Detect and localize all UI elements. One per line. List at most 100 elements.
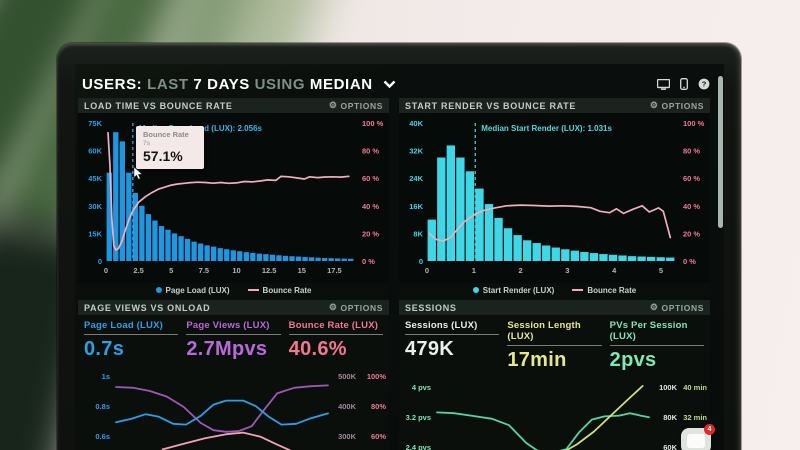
panel-page-views: PAGE VIEWS VS ONLOAD ⚙ OPTIONS Page Load… (78, 300, 389, 450)
load-time-chart[interactable]: 75K 60K 45K 30K 15K 0 100 % 80 % 60 % 40 % 20 % 0 %… (78, 113, 389, 283)
svg-text:4 pvs: 4 pvs (412, 383, 431, 392)
line-legend-swatch (572, 289, 584, 291)
mobile-icon[interactable] (677, 78, 690, 90)
panels-grid: LOAD TIME VS BOUNCE RATE ⚙ OPTIONS 75K 60… (78, 98, 710, 450)
bar-legend-dot (472, 287, 479, 293)
svg-text:20 %: 20 % (362, 229, 379, 238)
last-label: LAST (147, 75, 189, 93)
svg-text:32K: 32K (409, 147, 423, 156)
start-render-chart[interactable]: 40K 32K 24K 16K 8K 0 100 % 80 % 60 % 40 % 20 % 0 % 0… (399, 113, 710, 283)
svg-text:60K: 60K (88, 147, 102, 156)
svg-text:5: 5 (659, 266, 663, 275)
svg-text:80 %: 80 % (683, 147, 700, 156)
svg-text:2: 2 (518, 266, 522, 275)
svg-text:0 %: 0 % (362, 257, 375, 266)
svg-text:5: 5 (169, 266, 173, 275)
svg-text:0 %: 0 % (683, 257, 696, 266)
svg-text:15: 15 (298, 266, 306, 275)
svg-text:12.5: 12.5 (262, 266, 277, 275)
svg-text:Median Start Render (LUX): 1.0: Median Start Render (LUX): 1.031s (481, 124, 612, 133)
monitor-icon[interactable] (657, 78, 670, 90)
svg-text:2.5: 2.5 (133, 266, 143, 275)
options-button[interactable]: ⚙ OPTIONS (649, 100, 704, 111)
panel-title: PAGE VIEWS VS ONLOAD (84, 302, 211, 313)
svg-text:75K: 75K (88, 119, 102, 128)
svg-text:45K: 45K (88, 174, 102, 183)
svg-text:80 %: 80 % (362, 147, 379, 156)
svg-text:60 %: 60 % (362, 174, 379, 183)
svg-text:100 %: 100 % (683, 119, 705, 128)
chat-widget[interactable]: 4 (681, 424, 715, 450)
metric-pvs-per-session: PVs Per Session (LUX) 2pvs (609, 320, 704, 372)
notification-badge: 4 (704, 424, 715, 435)
chevron-down-icon[interactable] (383, 80, 396, 89)
mouse-cursor-icon (133, 167, 143, 180)
metric-session-length: Session Length (LUX) 17min (507, 320, 602, 372)
svg-text:80K: 80K (663, 413, 677, 422)
svg-text:400K: 400K (338, 402, 357, 411)
svg-text:20 %: 20 % (683, 229, 700, 238)
svg-text:0.8s: 0.8s (95, 402, 110, 411)
panel-title: SESSIONS (405, 302, 457, 313)
help-icon[interactable]: ? (697, 78, 710, 90)
svg-text:60 %: 60 % (683, 174, 700, 183)
panel-start-render: START RENDER VS BOUNCE RATE ⚙ OPTIONS 40… (399, 98, 710, 297)
svg-text:0: 0 (419, 257, 423, 266)
svg-text:3.2 pvs: 3.2 pvs (406, 413, 431, 422)
svg-text:?: ? (701, 80, 706, 89)
svg-text:60K: 60K (663, 443, 677, 450)
metric-page-load: Page Load (LUX) 0.7s (84, 320, 179, 361)
sessions-sparkline[interactable]: 4 pvs 3.2 pvs 2.4 pvs 100K 40 min 80K 32 min 60… (399, 374, 710, 450)
svg-text:40 %: 40 % (362, 202, 379, 211)
load-time-legend: Page Load (LUX) Bounce Rate (78, 283, 389, 297)
panel-load-time: LOAD TIME VS BOUNCE RATE ⚙ OPTIONS 75K 60… (78, 98, 389, 297)
gear-icon: ⚙ (649, 100, 659, 110)
options-button[interactable]: ⚙ OPTIONS (649, 302, 704, 313)
dashboard-header: USERS: LAST 7 DAYS USING MEDIAN ? (82, 72, 710, 96)
svg-text:1s: 1s (102, 372, 110, 381)
svg-text:30K: 30K (88, 202, 102, 211)
svg-text:15K: 15K (88, 229, 102, 238)
svg-text:24K: 24K (409, 174, 423, 183)
gear-icon: ⚙ (328, 100, 338, 110)
panel-sessions-header: SESSIONS ⚙ OPTIONS (399, 300, 710, 315)
panel-start-render-header: START RENDER VS BOUNCE RATE ⚙ OPTIONS (399, 98, 710, 113)
svg-text:100 %: 100 % (362, 119, 384, 128)
options-button[interactable]: ⚙ OPTIONS (328, 302, 383, 313)
metric-page-views: Page Views (LUX) 2.7Mpvs (186, 320, 281, 361)
svg-text:32 min: 32 min (683, 413, 707, 422)
page-views-sparkline[interactable]: 1s 0.8s 0.6s 500K 100% 400K 80% 300K 60% (78, 363, 389, 450)
median-label: MEDIAN (309, 75, 373, 93)
chat-icon (687, 434, 705, 448)
svg-text:40 %: 40 % (683, 202, 700, 211)
options-button[interactable]: ⚙ OPTIONS (328, 100, 383, 111)
svg-text:4: 4 (612, 266, 617, 275)
svg-text:0: 0 (98, 257, 102, 266)
svg-text:80%: 80% (371, 402, 386, 411)
svg-text:500K: 500K (338, 372, 357, 381)
bounce-rate-tooltip: Bounce Rate 7s 57.1% (133, 126, 204, 180)
svg-text:40K: 40K (409, 119, 423, 128)
panel-page-views-header: PAGE VIEWS VS ONLOAD ⚙ OPTIONS (78, 300, 389, 315)
start-render-legend: Start Render (LUX) Bounce Rate (399, 283, 710, 297)
days-label: 7 DAYS (193, 75, 250, 93)
svg-text:300K: 300K (338, 432, 357, 441)
gear-icon: ⚙ (328, 302, 338, 312)
svg-text:0.6s: 0.6s (95, 432, 110, 441)
svg-text:17.5: 17.5 (327, 266, 342, 275)
svg-text:0: 0 (104, 266, 108, 275)
bar-legend-dot (155, 287, 162, 293)
scrollbar[interactable] (718, 76, 723, 228)
laptop-bezel: USERS: LAST 7 DAYS USING MEDIAN ? (57, 43, 741, 450)
svg-text:7.5: 7.5 (199, 266, 209, 275)
svg-text:0: 0 (425, 266, 429, 275)
line-legend-swatch (247, 289, 259, 291)
svg-text:1: 1 (472, 266, 476, 275)
svg-text:3: 3 (565, 266, 569, 275)
metric-selector[interactable]: USERS: LAST 7 DAYS USING MEDIAN (82, 76, 396, 93)
panel-load-time-header: LOAD TIME VS BOUNCE RATE ⚙ OPTIONS (78, 98, 389, 113)
svg-text:100%: 100% (367, 372, 387, 381)
svg-text:60%: 60% (371, 432, 386, 441)
svg-text:40 min: 40 min (683, 383, 707, 392)
metric-sessions: Sessions (LUX) 479K (405, 320, 500, 372)
